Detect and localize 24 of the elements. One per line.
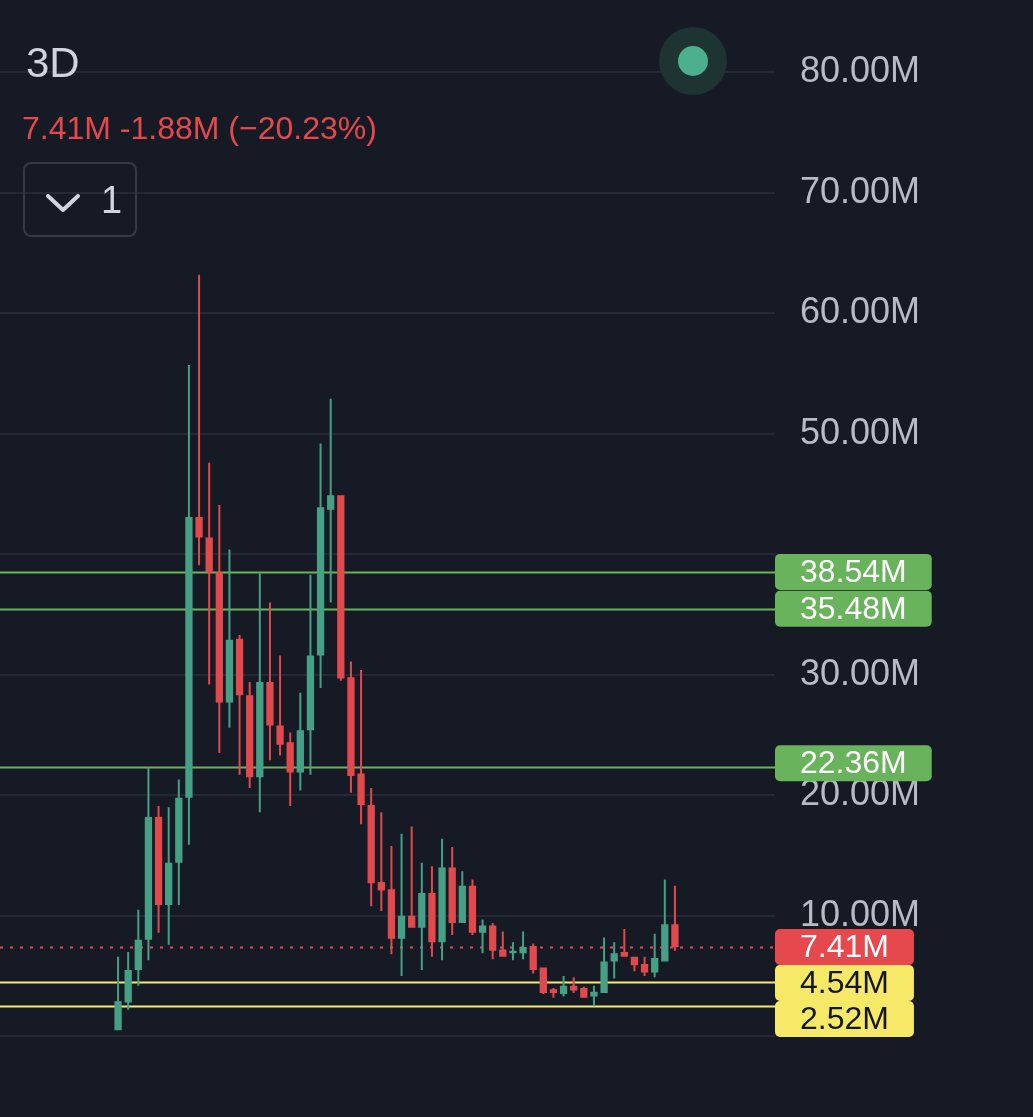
text: 3D <box>26 39 80 86</box>
y-tick-label: 70.00M <box>800 169 921 211</box>
toggle-button: 1 <box>23 162 137 237</box>
y-tick-label: 60.00M <box>800 290 921 332</box>
candlestick <box>377 812 385 911</box>
ref-line-label: 35.48M <box>800 589 907 626</box>
ref-line-label: 4.54M <box>800 963 889 1000</box>
y-tick-label: 30.00M <box>800 651 921 693</box>
candlestick <box>266 602 274 761</box>
y-tick-label: 50.00M <box>800 410 921 452</box>
text: 7.41M -1.88M (−20.23%) <box>22 110 377 146</box>
y-tick-label: 80.00M <box>800 49 921 91</box>
candlestick <box>195 274 203 566</box>
candlestick <box>327 398 335 603</box>
candlestick <box>408 826 416 928</box>
candlestick <box>276 655 284 756</box>
candlestick <box>590 985 598 1007</box>
ref-line-label: 22.36M <box>800 744 907 781</box>
candlestick <box>478 919 487 954</box>
ref-line-label: 38.54M <box>800 552 907 589</box>
annotation: 1 <box>101 179 123 221</box>
candlestick <box>519 931 527 960</box>
ref-line-label: 2.52M <box>800 999 889 1036</box>
candlestick <box>357 669 365 825</box>
